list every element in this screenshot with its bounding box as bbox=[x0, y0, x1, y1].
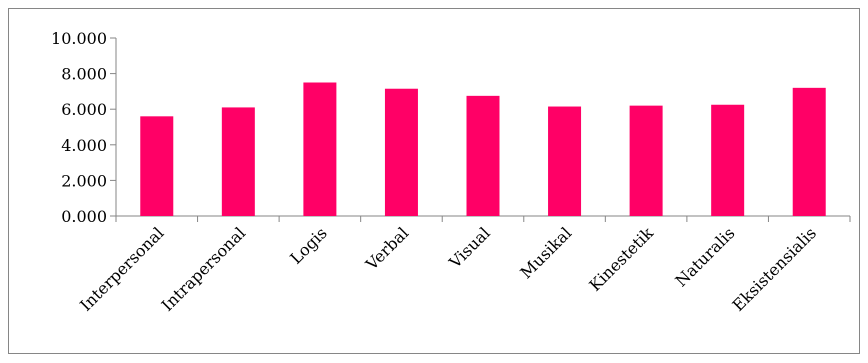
bar-eksistensialis bbox=[792, 87, 826, 216]
x-category-label: Naturalis bbox=[671, 223, 738, 290]
bar-naturalis bbox=[711, 104, 745, 216]
y-tick-labels: 0.000 2.000 4.000 6.000 8.000 10.000 bbox=[51, 29, 107, 226]
bar-visual bbox=[466, 95, 500, 216]
x-category-label: Musikal bbox=[516, 223, 575, 282]
x-category-label: Verbal bbox=[361, 223, 412, 274]
x-category-label: Logis bbox=[286, 223, 330, 267]
x-category-label: Eksistensialis bbox=[729, 223, 821, 315]
x-category-label: Interpersonal bbox=[76, 223, 167, 314]
bars bbox=[140, 82, 826, 216]
y-tick-label: 8.000 bbox=[61, 65, 107, 84]
bar-logis bbox=[303, 82, 337, 216]
y-tick-label: 0.000 bbox=[61, 207, 107, 226]
y-tick-label: 10.000 bbox=[51, 29, 107, 48]
x-category-label: Visual bbox=[445, 223, 494, 272]
y-tick-label: 6.000 bbox=[61, 100, 107, 119]
bar-intrapersonal bbox=[221, 107, 255, 216]
bar-verbal bbox=[384, 88, 418, 216]
y-tick-label: 2.000 bbox=[61, 171, 107, 190]
bar-kinestetik bbox=[629, 105, 663, 216]
bar-interpersonal bbox=[140, 116, 174, 216]
bar-musikal bbox=[548, 106, 582, 216]
x-category-label: Intrapersonal bbox=[158, 223, 250, 315]
y-tick-label: 4.000 bbox=[61, 136, 107, 155]
x-category-label: Kinestetik bbox=[585, 223, 657, 295]
